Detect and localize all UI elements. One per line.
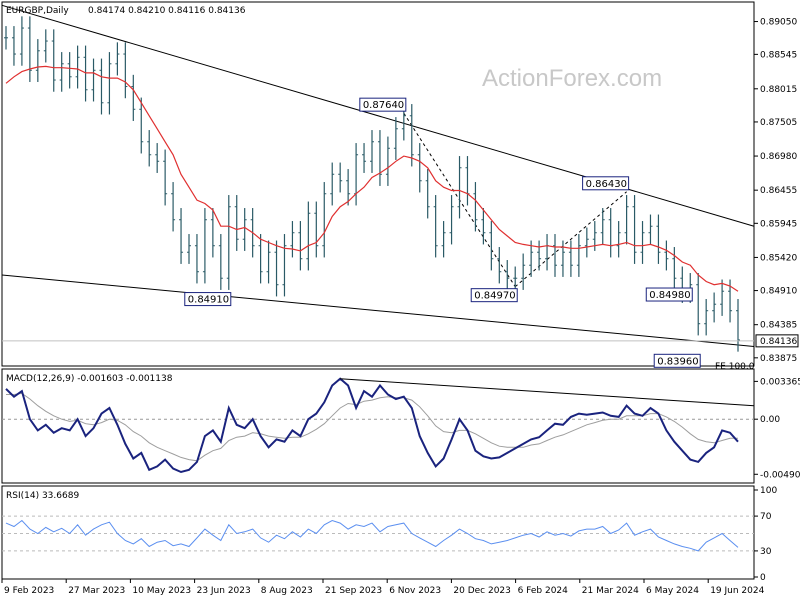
price-tick-label: 0.88015 (760, 85, 797, 95)
fe-tag: FE 100.0 (715, 362, 755, 372)
chart-symbol: EURGBP,Daily (6, 6, 69, 16)
macd-panel-frame (1, 368, 755, 484)
x-tick-label: 23 Jun 2023 (197, 586, 251, 596)
rsi-tick-label: 70 (760, 512, 772, 522)
price-tick-label: 0.86455 (760, 186, 797, 196)
price-annotations: 0.87640 0.84910 0.84970 0.86430 0.84980 0.839… (184, 97, 701, 368)
chart-ohlc: 0.84174 0.84210 0.84116 0.84136 (88, 6, 246, 16)
x-tick-label: 27 Mar 2023 (68, 586, 125, 596)
x-tick-label: 10 May 2023 (132, 586, 191, 596)
price-tick-label: 0.84910 (760, 287, 797, 297)
price-annotation: 0.84980 (645, 287, 693, 302)
price-tick-label: 0.86980 (760, 152, 797, 162)
watermark: ActionForex.com (482, 65, 662, 92)
macd-trendline (340, 378, 755, 407)
price-annotation: 0.84970 (470, 288, 518, 303)
x-tick-label: 19 Jun 2024 (710, 586, 764, 596)
annotation-label: 0.87640 (363, 100, 404, 111)
ema-line (5, 65, 739, 292)
x-tick-label: 21 Mar 2024 (582, 586, 639, 596)
macd-tick-label: 0.003365 (760, 377, 800, 387)
annotation-label: 0.84980 (649, 290, 690, 301)
macd-tick-label: -0.004902 (760, 470, 800, 480)
annotation-label: 0.84970 (474, 291, 515, 302)
price-annotation: 0.87640 (359, 97, 407, 112)
price-axis: 0.89050 0.88545 0.88015 0.87505 0.86980 0.864… (754, 18, 797, 364)
annotation-box (653, 353, 701, 368)
x-axis: 9 Feb 2023 27 Mar 2023 10 May 2023 23 Jun 2… (1, 579, 765, 596)
price-tick-label: 0.83875 (760, 354, 797, 364)
price-tick-label: 0.87505 (760, 118, 797, 128)
price-tick-label: 0.85945 (760, 219, 797, 229)
rsi-title: RSI(14) 33.6689 (6, 491, 79, 501)
price-tick-label: 0.85420 (760, 253, 797, 263)
macd-tick-label: 0.00 (760, 415, 780, 425)
annotation-box (470, 288, 518, 303)
x-tick-label: 8 Aug 2023 (261, 586, 313, 596)
rsi-reference-lines (2, 515, 754, 552)
x-tick-label: 21 Sep 2023 (325, 586, 382, 596)
rsi-tick-label: 100 (760, 486, 777, 496)
macd-title: MACD(12,26,9) -0.001603 -0.001138 (6, 374, 173, 384)
annotation-label: 0.84910 (188, 295, 229, 306)
rsi-panel-frame (1, 485, 755, 580)
annotation-box (184, 292, 232, 307)
annotation-box (582, 176, 630, 191)
x-tick-label: 6 Nov 2023 (389, 586, 441, 596)
price-bars (4, 16, 740, 352)
x-tick-label: 6 May 2024 (646, 586, 699, 596)
price-panel-frame (1, 1, 755, 367)
price-annotation: 0.83960 (653, 353, 701, 368)
rsi-axis: 100 70 30 0 (754, 486, 777, 583)
rsi-tick-label: 30 (760, 547, 772, 557)
current-price-label: 0.84136 (760, 337, 797, 347)
price-annotation: 0.84910 (184, 292, 232, 307)
price-tick-label: 0.84385 (760, 321, 797, 331)
x-tick-label: 9 Feb 2023 (4, 586, 54, 596)
price-tick-label: 0.88545 (760, 50, 797, 60)
lower-trendline (1, 274, 755, 347)
current-price-tag (755, 334, 799, 348)
annotation-box (645, 287, 693, 302)
rsi-line (5, 519, 739, 552)
annotation-label: 0.86430 (586, 179, 627, 190)
macd-signal-line (6, 392, 738, 462)
annotation-label: 0.83960 (657, 356, 698, 367)
x-tick-label: 20 Dec 2023 (453, 586, 511, 596)
price-annotation: 0.86430 (582, 176, 630, 191)
price-tick-label: 0.89050 (760, 18, 797, 28)
rsi-tick-label: 0 (760, 573, 766, 583)
annotation-box (359, 97, 407, 112)
x-tick-label: 6 Feb 2024 (518, 586, 569, 596)
macd-axis: 0.003365 0.00 -0.004902 (754, 377, 800, 480)
wave-dash-2 (514, 191, 627, 288)
macd-line (5, 377, 739, 474)
